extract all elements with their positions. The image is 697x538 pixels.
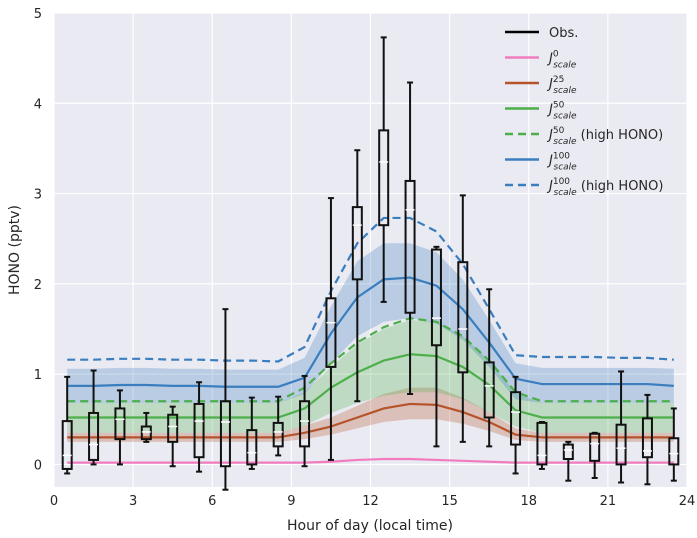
observation-box bbox=[378, 36, 390, 303]
uncertainty-band bbox=[67, 243, 674, 404]
y-tick-labels: 0 1 2 3 4 5 bbox=[34, 7, 42, 473]
legend-entry: J25 scale bbox=[505, 75, 577, 96]
legend-label: J0 scale bbox=[546, 50, 577, 71]
uncertainty-band bbox=[67, 319, 674, 433]
observation-box bbox=[589, 431, 601, 479]
legend-entry: J0 scale bbox=[505, 50, 577, 71]
box-iqr bbox=[457, 261, 469, 374]
legend-label: J100 scale (high HONO) bbox=[546, 177, 663, 198]
uncertainty-bands bbox=[67, 243, 674, 442]
observation-box bbox=[246, 396, 258, 470]
observation-box bbox=[88, 369, 100, 466]
box-iqr bbox=[299, 400, 311, 448]
x-tick-label: 0 bbox=[50, 494, 58, 509]
observation-box bbox=[668, 407, 680, 482]
x-axis-label: Hour of day (local time) bbox=[287, 518, 453, 534]
x-tick-label: 18 bbox=[520, 494, 537, 509]
legend-entry: J100 scale (high HONO) bbox=[505, 177, 663, 198]
box-iqr bbox=[88, 411, 100, 461]
legend-entry: J50 scale bbox=[505, 101, 577, 122]
observation-box bbox=[457, 194, 469, 443]
y-tick-label: 3 bbox=[34, 188, 42, 203]
legend-label: J50 scale (high HONO) bbox=[546, 126, 663, 147]
observation-box bbox=[193, 381, 205, 473]
box-iqr bbox=[404, 179, 416, 314]
x-tick-label: 6 bbox=[208, 494, 216, 509]
box-iqr bbox=[114, 407, 126, 441]
y-axis-label: HONO (pptv) bbox=[7, 205, 23, 295]
box-iqr bbox=[167, 413, 179, 443]
box-iqr bbox=[193, 402, 205, 459]
series-line bbox=[67, 457, 674, 464]
x-tick-label: 21 bbox=[600, 494, 617, 509]
box-iqr bbox=[483, 361, 495, 419]
box-iqr bbox=[351, 206, 363, 281]
box-iqr bbox=[562, 443, 574, 461]
box-iqr bbox=[140, 425, 152, 441]
observation-box bbox=[404, 81, 416, 396]
x-tick-label: 15 bbox=[441, 494, 458, 509]
legend-entry: J50 scale (high HONO) bbox=[505, 126, 663, 147]
box-iqr bbox=[246, 429, 258, 466]
legend-label: Obs. bbox=[549, 26, 578, 41]
observation-box bbox=[510, 375, 522, 475]
box-iqr bbox=[615, 423, 627, 466]
observation-box bbox=[325, 197, 337, 461]
observation-box bbox=[272, 395, 284, 457]
observation-box bbox=[562, 440, 574, 482]
observation-box bbox=[299, 374, 311, 468]
observation-box bbox=[114, 389, 126, 466]
y-tick-label: 5 bbox=[34, 7, 42, 22]
y-tick-label: 0 bbox=[34, 458, 42, 473]
legend-label: J25 scale bbox=[546, 75, 577, 96]
x-tick-labels: 0 3 6 9 12 15 18 21 24 bbox=[50, 494, 695, 509]
observation-box bbox=[351, 149, 363, 403]
y-tick-label: 4 bbox=[34, 97, 42, 112]
x-tick-label: 9 bbox=[287, 494, 295, 509]
observation-box bbox=[430, 245, 442, 448]
y-tick-label: 1 bbox=[34, 368, 42, 383]
legend-label: J100 scale bbox=[546, 152, 577, 173]
series-line bbox=[67, 276, 674, 388]
legend-label: J50 scale bbox=[546, 101, 577, 122]
box-iqr bbox=[325, 297, 337, 368]
x-tick-label: 24 bbox=[679, 494, 696, 509]
observation-box bbox=[615, 370, 627, 484]
legend: Obs. J0 scale J25 scale J50 scale J50 scale (hig… bbox=[505, 26, 663, 198]
series-line bbox=[67, 317, 674, 403]
box-iqr bbox=[430, 248, 442, 347]
observation-box bbox=[641, 393, 653, 486]
box-iqr bbox=[219, 400, 231, 468]
observation-box bbox=[61, 375, 73, 475]
uncertainty-band bbox=[67, 387, 674, 442]
x-tick-label: 3 bbox=[129, 494, 137, 509]
series-line bbox=[67, 216, 674, 363]
y-tick-label: 2 bbox=[34, 278, 42, 293]
observation-box bbox=[140, 411, 152, 443]
box-iqr bbox=[510, 391, 522, 446]
box-iqr bbox=[641, 417, 653, 459]
box-iqr bbox=[668, 437, 680, 466]
box-iqr bbox=[61, 420, 73, 470]
observation-box bbox=[167, 405, 179, 468]
box-iqr bbox=[536, 421, 548, 466]
x-tick-label: 12 bbox=[362, 494, 379, 509]
observation-box bbox=[483, 288, 495, 448]
gridlines bbox=[53, 12, 688, 487]
legend-entry: Obs. bbox=[505, 26, 578, 41]
observation-box bbox=[219, 308, 231, 491]
box-iqr bbox=[589, 432, 601, 462]
legend-entry: J100 scale bbox=[505, 152, 577, 173]
observation-boxplots bbox=[61, 36, 680, 491]
box-iqr bbox=[272, 421, 284, 448]
observation-box bbox=[536, 420, 548, 470]
box-iqr bbox=[378, 129, 390, 227]
